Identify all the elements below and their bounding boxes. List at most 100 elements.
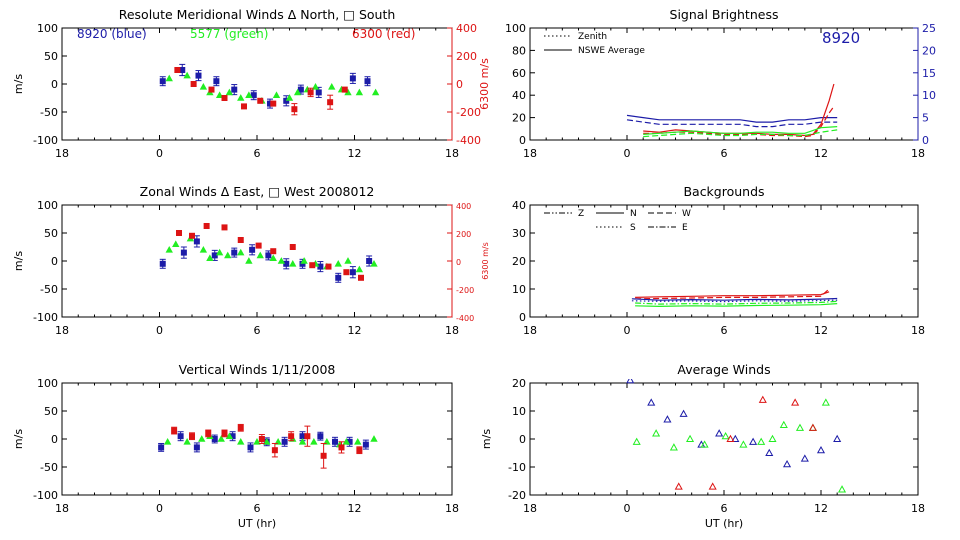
y-tick-label: 50 bbox=[44, 405, 58, 418]
data-point-red bbox=[171, 427, 178, 434]
data-point-blue bbox=[195, 72, 202, 79]
legend-label: Z bbox=[578, 209, 584, 219]
x-tick-label: 6 bbox=[721, 502, 728, 515]
x-tick-label: 0 bbox=[156, 324, 163, 337]
x-tick-label: 18 bbox=[445, 147, 459, 160]
data-point-green bbox=[163, 437, 172, 445]
legend-label: S bbox=[630, 223, 636, 233]
legend-label: NSWE Average bbox=[578, 46, 645, 56]
y-tick-label: 80 bbox=[512, 44, 526, 57]
y-tick-label: 100 bbox=[37, 199, 58, 212]
data-point-green bbox=[669, 443, 678, 451]
x-tick-label: 6 bbox=[721, 324, 728, 337]
data-point-red bbox=[221, 95, 228, 102]
data-point-blue bbox=[715, 429, 724, 437]
data-point-green bbox=[245, 91, 253, 98]
y-tick-label: -20 bbox=[508, 489, 526, 502]
series-line-green bbox=[635, 303, 838, 308]
data-point-red bbox=[808, 423, 817, 431]
y-tick-label: 40 bbox=[512, 89, 526, 102]
data-point-green bbox=[277, 257, 286, 264]
x-tick-label: 12 bbox=[814, 324, 828, 337]
plot-frame bbox=[61, 204, 453, 318]
data-point-green bbox=[355, 88, 364, 96]
data-point-green bbox=[269, 254, 277, 262]
data-point-blue bbox=[765, 448, 774, 457]
y-tick-label: -50 bbox=[40, 283, 58, 296]
y-tick-label: 100 bbox=[37, 377, 58, 390]
x-tick-label: 6 bbox=[721, 147, 728, 160]
y-tick-right-label: 15 bbox=[922, 67, 936, 80]
y-tick-label: 40 bbox=[512, 199, 526, 212]
data-point-green bbox=[370, 259, 378, 267]
data-point-green bbox=[837, 485, 847, 493]
y-tick-label: 20 bbox=[512, 255, 526, 268]
y-tick-label: 60 bbox=[512, 67, 526, 80]
data-point-blue bbox=[180, 249, 187, 256]
y-axis-right-label: 6300 m/s bbox=[478, 58, 491, 110]
chart-meridional: Resolute Meridional Winds Δ North, □ Sou… bbox=[12, 7, 491, 160]
data-point-green bbox=[686, 434, 695, 443]
x-tick-label: 18 bbox=[523, 502, 537, 515]
data-point-blue bbox=[626, 379, 635, 384]
data-point-green bbox=[298, 437, 307, 445]
chart-title: Average Winds bbox=[677, 362, 770, 377]
data-point-blue bbox=[249, 246, 256, 253]
data-point-blue bbox=[335, 274, 342, 281]
y-tick-label: -50 bbox=[40, 461, 58, 474]
data-point-red bbox=[325, 263, 332, 270]
y-axis-label: m/s bbox=[480, 429, 493, 449]
data-point-blue bbox=[833, 434, 842, 443]
data-point-red bbox=[288, 433, 295, 440]
data-point-red bbox=[309, 262, 316, 269]
data-point-green bbox=[215, 248, 224, 256]
y-tick-right-label: 400 bbox=[456, 22, 477, 35]
data-point-blue bbox=[231, 249, 238, 256]
data-point-blue bbox=[281, 438, 288, 445]
legend-label: N bbox=[630, 209, 637, 219]
x-tick-label: 18 bbox=[523, 324, 537, 337]
data-point-red bbox=[205, 430, 212, 437]
y-tick-label: -10 bbox=[508, 461, 526, 474]
data-point-blue bbox=[193, 444, 200, 451]
y-tick-right-label: -400 bbox=[456, 314, 474, 323]
series-line-green bbox=[643, 126, 838, 135]
series-line-blue bbox=[626, 119, 838, 128]
data-point-blue bbox=[177, 433, 184, 440]
x-axis-label: UT (hr) bbox=[705, 517, 743, 530]
data-point-green bbox=[721, 431, 730, 440]
data-point-blue bbox=[366, 257, 373, 264]
data-point-blue bbox=[315, 89, 322, 96]
data-point-green bbox=[342, 437, 351, 445]
y-tick-right-label: 0 bbox=[922, 134, 929, 147]
data-point-green bbox=[183, 71, 191, 79]
data-point-red bbox=[237, 424, 244, 431]
data-point-blue bbox=[250, 92, 257, 99]
data-point-red bbox=[270, 248, 277, 255]
x-tick-label: 18 bbox=[911, 502, 925, 515]
y-tick-label: 0 bbox=[51, 255, 58, 268]
x-tick-label: 12 bbox=[348, 147, 362, 160]
data-point-blue bbox=[158, 444, 165, 451]
y-tick-right-label: 5 bbox=[922, 112, 929, 125]
chart-title: Signal Brightness bbox=[670, 7, 779, 22]
y-tick-right-label: 10 bbox=[922, 89, 936, 102]
x-tick-label: 12 bbox=[348, 502, 362, 515]
y-tick-right-label: -400 bbox=[456, 134, 481, 147]
series-line-blue bbox=[626, 114, 838, 123]
x-tick-label: 0 bbox=[156, 502, 163, 515]
data-point-blue bbox=[800, 454, 809, 462]
data-point-red bbox=[174, 67, 181, 74]
data-point-red bbox=[221, 430, 228, 437]
y-tick-right-label: 0 bbox=[456, 78, 463, 91]
data-layer bbox=[159, 63, 380, 116]
y-tick-right-label: 20 bbox=[922, 44, 936, 57]
legend-text: 6300 (red) bbox=[352, 27, 415, 41]
x-axis-label: UT (hr) bbox=[238, 517, 276, 530]
y-tick-label: 20 bbox=[512, 377, 526, 390]
x-tick-label: 18 bbox=[911, 324, 925, 337]
series-line-blue bbox=[631, 297, 838, 301]
data-point-blue bbox=[179, 67, 186, 74]
